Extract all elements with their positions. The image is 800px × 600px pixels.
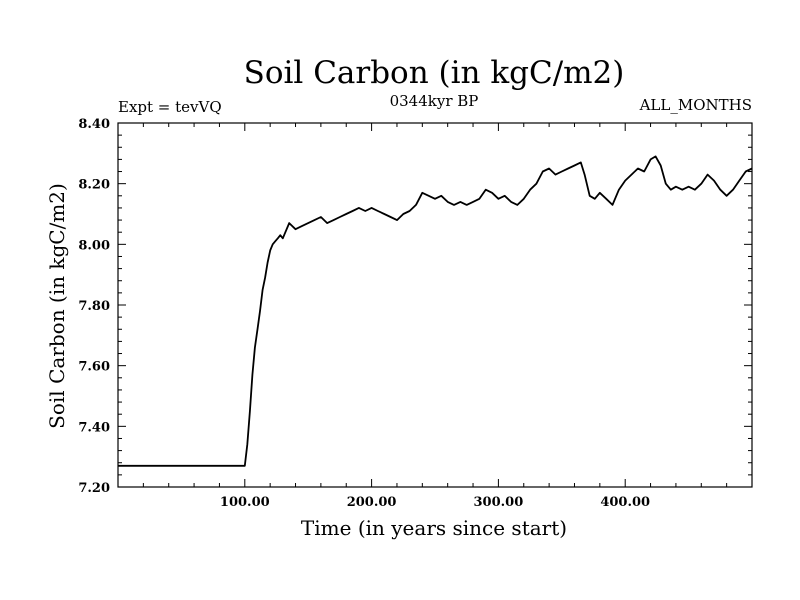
x-tick-label: 400.00 xyxy=(600,495,650,510)
soil-carbon-series-line xyxy=(118,155,753,467)
y-tick-label: 8.20 xyxy=(78,178,110,193)
y-tick-label: 7.80 xyxy=(78,299,110,314)
annotation-experiment: Expt = tevVQ xyxy=(118,98,222,116)
x-tick-label: 300.00 xyxy=(474,495,524,510)
chart-title: Soil Carbon (in kgC/m2) xyxy=(244,55,625,91)
plot-area: 100.00 200.00 300.00 400.00 7.20 7.40 7.60 7.80… xyxy=(78,117,753,510)
x-axis-label: Time (in years since start) xyxy=(301,516,567,540)
y-tick-label: 7.20 xyxy=(78,481,110,496)
y-tick-label: 8.00 xyxy=(78,238,110,253)
y-tick-label: 7.40 xyxy=(78,420,110,435)
y-tick-label: 8.40 xyxy=(78,117,110,132)
y-axis-label: Soil Carbon (in kgC/m2) xyxy=(45,183,69,429)
annotation-months: ALL_MONTHS xyxy=(639,96,752,114)
annotation-period: 0344kyr BP xyxy=(390,92,479,110)
x-tick-label: 200.00 xyxy=(347,495,397,510)
x-tick-label: 100.00 xyxy=(220,495,270,510)
plot-frame xyxy=(117,122,753,488)
y-tick-label: 7.60 xyxy=(78,360,110,375)
